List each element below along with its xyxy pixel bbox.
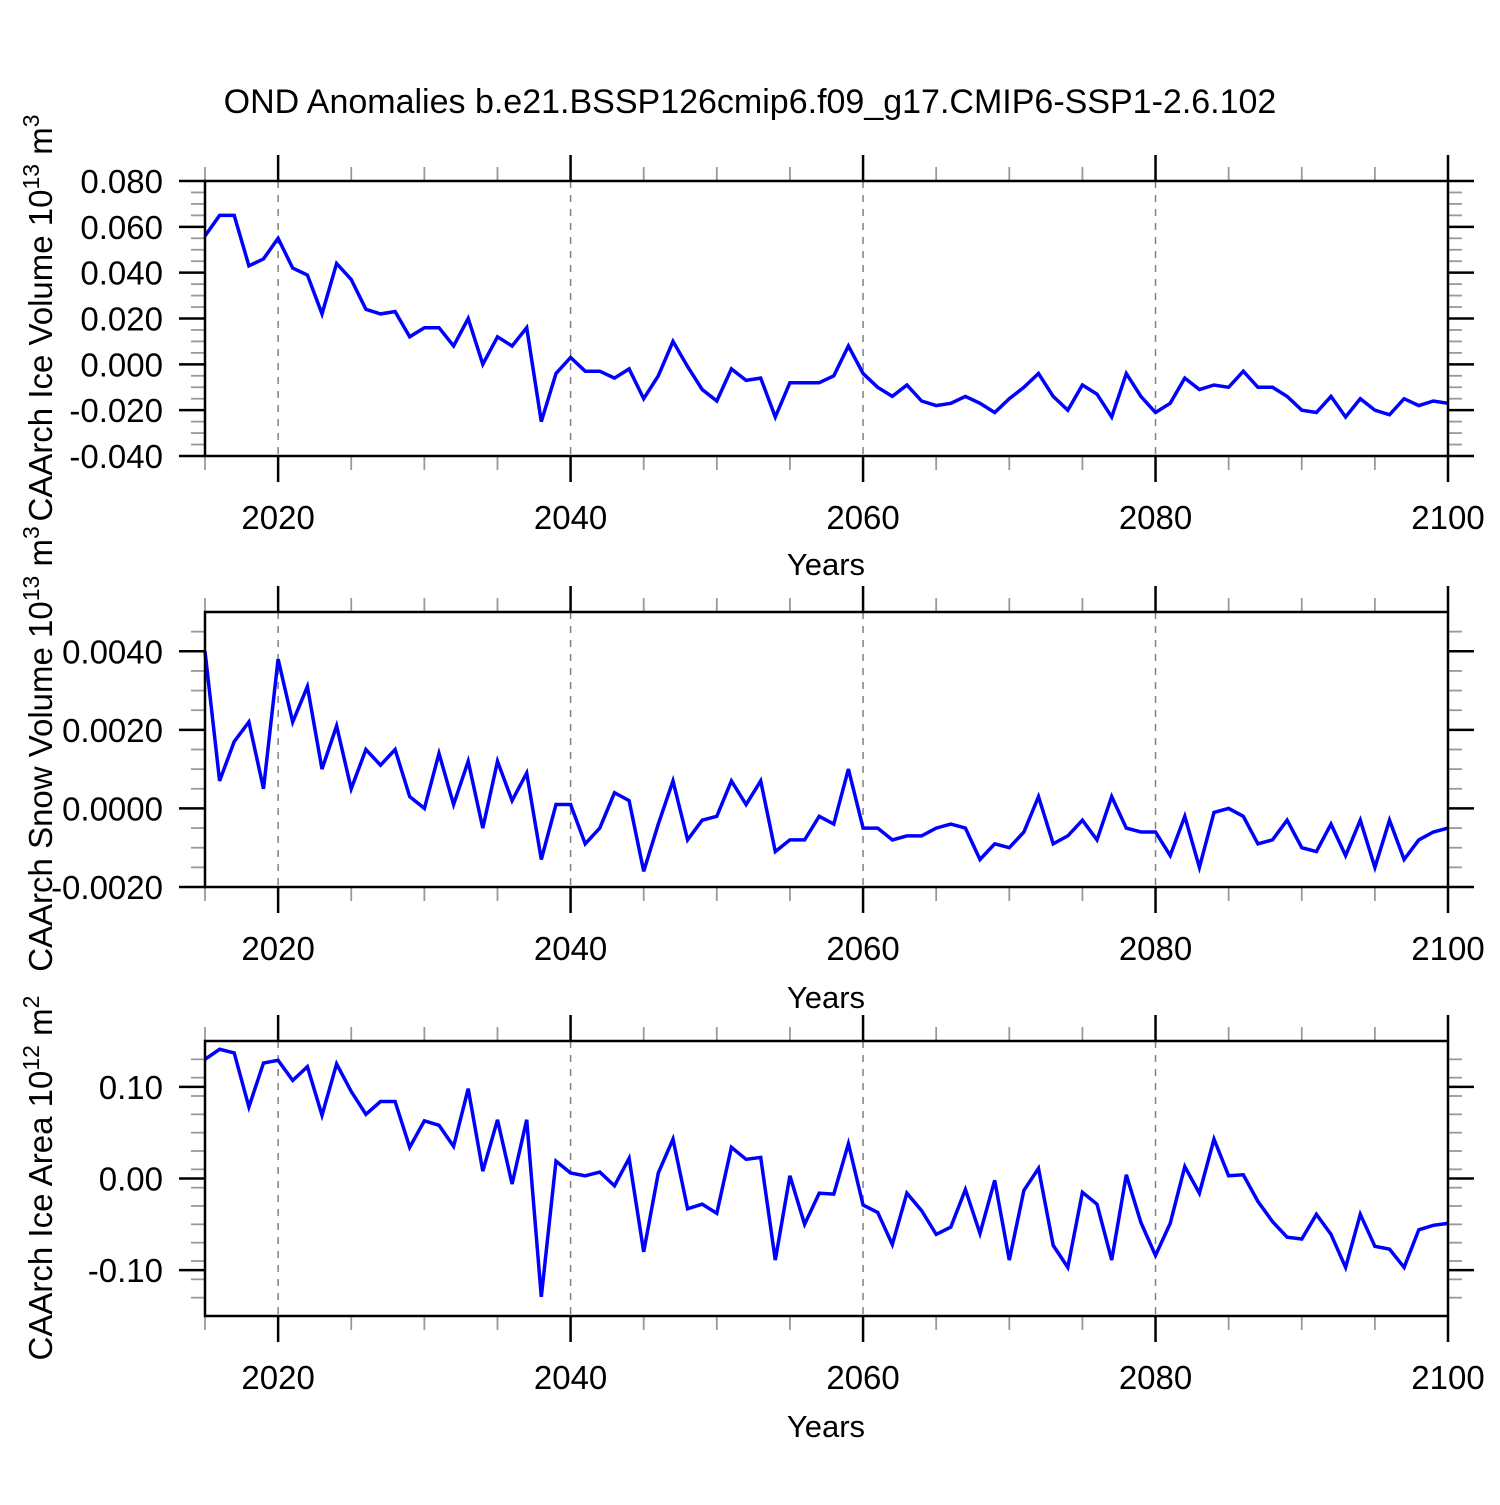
panel-snow-volume: 2020 2040 2060 2080 2100 0.0040 0.0020 0.0000 -0…: [18, 526, 1485, 1015]
x-tick-label-2100: 2100: [1411, 1359, 1484, 1396]
y-tick-label: 0.0020: [62, 712, 163, 749]
y-tick-label: 0.0040: [62, 633, 163, 670]
x-tick-label-2040: 2040: [534, 499, 607, 536]
panel-snow-volume-xaxis-title: Years: [787, 980, 865, 1015]
y-tick-label: 0.000: [80, 346, 163, 383]
x-tick-label-2020: 2020: [241, 499, 314, 536]
x-tick-label-2100: 2100: [1411, 499, 1484, 536]
series-ice-volume: [203, 213, 1449, 423]
x-tick-label-2080: 2080: [1119, 499, 1192, 536]
x-tick-label-2020: 2020: [241, 1359, 314, 1396]
x-tick-label-2020: 2020: [241, 930, 314, 967]
panel-snow-volume-yaxis-title: CAArch Snow Volume 1013 m3: [18, 526, 59, 972]
x-tick-label-2060: 2060: [826, 930, 899, 967]
y-tick-label: 0.10: [99, 1069, 163, 1106]
x-tick-label-2080: 2080: [1119, 930, 1192, 967]
x-tick-label-2040: 2040: [534, 930, 607, 967]
y-tick-label: 0.060: [80, 209, 163, 246]
panel-ice-volume-dynamic: 2020 2040 2060 2080 2100 0.080 0.060 0.040 0.020…: [69, 155, 1485, 536]
y-tick-label: -0.10: [88, 1252, 163, 1289]
y-tick-label: 0.020: [80, 301, 163, 338]
panel-ice-area-yaxis-title: CAArch Ice Area 1012 m2: [18, 996, 59, 1361]
panel-ice-volume-xaxis-title: Years: [787, 547, 865, 582]
chart-title: OND Anomalies b.e21.BSSP126cmip6.f09_g17…: [224, 83, 1277, 121]
panel-ice-volume-frame: [203, 179, 1450, 458]
y-tick-label: -0.0020: [51, 869, 163, 906]
x-tick-label-2060: 2060: [826, 1359, 899, 1396]
x-tick-label-2080: 2080: [1119, 1359, 1192, 1396]
panel-ice-volume: 2020 2040 2060 2080 2100 0.080 0.060 0.040 0.020…: [18, 114, 1485, 582]
x-tick-label-2100: 2100: [1411, 930, 1484, 967]
panel-ice-area-dynamic: 2020 2040 2060 2080 2100 0.10 0.00 -0.10: [88, 1015, 1485, 1396]
y-tick-label: -0.040: [69, 438, 163, 475]
series-ice-area: [204, 1047, 1449, 1297]
panel-snow-volume-dynamic: 2020 2040 2060 2080 2100 0.0040 0.0020 0.0000 -0…: [51, 586, 1485, 967]
x-tick-label-2040: 2040: [534, 1359, 607, 1396]
panel-snow-volume-frame: [203, 610, 1450, 889]
panel-ice-area-frame: [203, 1039, 1450, 1318]
panel-ice-volume-yaxis-title: CAArch Ice Volume 1013 m3: [18, 114, 59, 521]
y-tick-label: 0.040: [80, 255, 163, 292]
y-tick-label: -0.020: [69, 392, 163, 429]
y-tick-label: 0.0000: [62, 790, 163, 827]
series-snow-volume: [203, 651, 1449, 874]
y-tick-label: 0.00: [99, 1161, 163, 1198]
y-tick-label: 0.080: [80, 163, 163, 200]
panel-ice-area-xaxis-title: Years: [787, 1409, 865, 1444]
x-tick-label-2060: 2060: [826, 499, 899, 536]
